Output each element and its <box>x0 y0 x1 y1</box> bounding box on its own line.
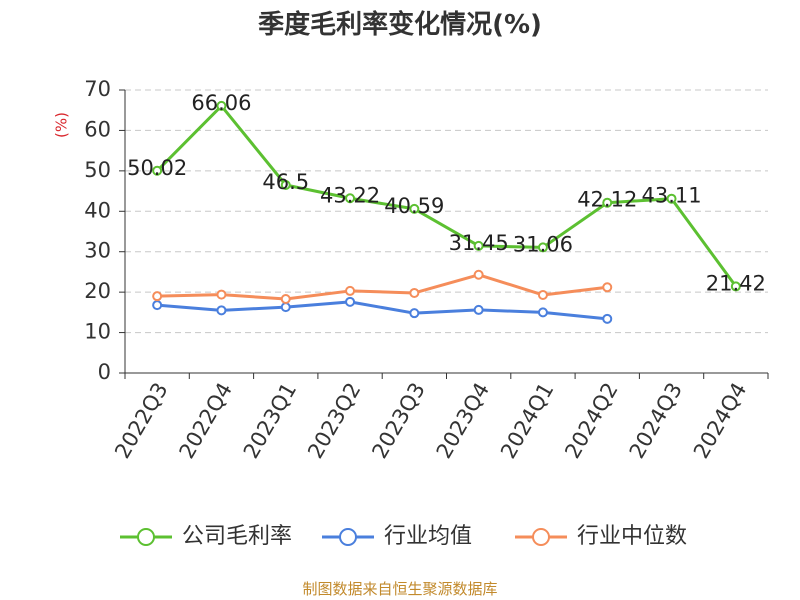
series-line <box>157 273 608 301</box>
data-point <box>216 289 227 300</box>
legend-item[interactable]: 公司毛利率 <box>120 524 292 549</box>
data-point <box>409 203 420 214</box>
legend-marker <box>137 528 155 546</box>
legend-item[interactable]: 行业均值 <box>322 524 472 549</box>
data-point <box>409 308 420 319</box>
data-label: 46.5 <box>262 170 309 194</box>
data-label: 31.06 <box>513 232 573 256</box>
y-tick-label: 0 <box>98 360 111 384</box>
series-line <box>157 300 608 321</box>
legend-label: 公司毛利率 <box>182 524 292 549</box>
data-point <box>473 269 484 280</box>
series-line <box>156 104 738 288</box>
legend-marker <box>532 528 550 546</box>
gridlines <box>125 89 768 334</box>
chart-title: 季度毛利率变化情况(%) <box>258 10 542 40</box>
x-tick-label: 2022Q4 <box>175 379 237 463</box>
x-tick-label: 2023Q3 <box>367 379 429 463</box>
legend-label: 行业中位数 <box>577 524 687 549</box>
data-point <box>537 307 548 318</box>
series-lines <box>152 100 741 324</box>
y-tick-label: 50 <box>84 158 111 182</box>
data-label: 21.42 <box>706 271 766 295</box>
data-point <box>730 281 741 292</box>
legend-item[interactable]: 行业中位数 <box>515 524 687 549</box>
data-point <box>152 291 163 302</box>
data-point <box>280 180 291 191</box>
y-tick-label: 10 <box>84 320 111 344</box>
x-tick-label: 2024Q3 <box>625 379 687 463</box>
data-point <box>473 304 484 315</box>
data-point <box>537 242 548 253</box>
y-tick-label: 30 <box>84 239 111 263</box>
data-point <box>345 193 356 204</box>
data-point <box>602 282 613 293</box>
y-tick-label: 70 <box>84 77 111 101</box>
data-point <box>537 289 548 300</box>
data-label: 31.45 <box>449 231 509 255</box>
x-tick-label: 2024Q2 <box>560 379 622 463</box>
data-point <box>666 193 677 204</box>
x-tick-label: 2024Q4 <box>689 379 751 463</box>
data-point <box>216 100 227 111</box>
y-tick-label: 20 <box>84 279 111 303</box>
x-tick-label: 2022Q3 <box>110 379 172 463</box>
data-point <box>280 302 291 313</box>
data-label: 43.22 <box>320 183 380 207</box>
y-axis-label-wrap: (%) <box>50 110 74 140</box>
data-point <box>152 165 163 176</box>
source-footer: 制图数据来自恒生聚源数据库 <box>302 580 498 598</box>
y-tick-label: 60 <box>84 117 111 141</box>
data-point <box>216 305 227 316</box>
legend[interactable]: 公司毛利率 行业均值 行业中位数 <box>120 524 687 549</box>
y-tick-label: 40 <box>84 198 111 222</box>
legend-label: 行业均值 <box>384 524 472 549</box>
data-point <box>152 300 163 311</box>
data-label: 42.12 <box>577 188 637 212</box>
data-point <box>602 197 613 208</box>
data-label: 43.11 <box>641 184 701 208</box>
y-axis-label: (%) <box>53 112 71 138</box>
x-tick-label: 2024Q1 <box>496 379 558 463</box>
data-point <box>409 287 420 298</box>
data-point <box>280 294 291 305</box>
data-label: 66.06 <box>191 91 251 115</box>
x-tick-label: 2023Q4 <box>432 379 494 463</box>
x-tick-label: 2023Q1 <box>239 379 301 463</box>
x-tick-label: 2023Q2 <box>303 379 365 463</box>
data-point <box>602 313 613 324</box>
legend-marker <box>339 528 357 546</box>
data-point <box>473 240 484 251</box>
data-label: 40.59 <box>384 194 444 218</box>
data-label: 50.02 <box>127 156 187 180</box>
data-point <box>345 296 356 307</box>
data-point <box>345 285 356 296</box>
